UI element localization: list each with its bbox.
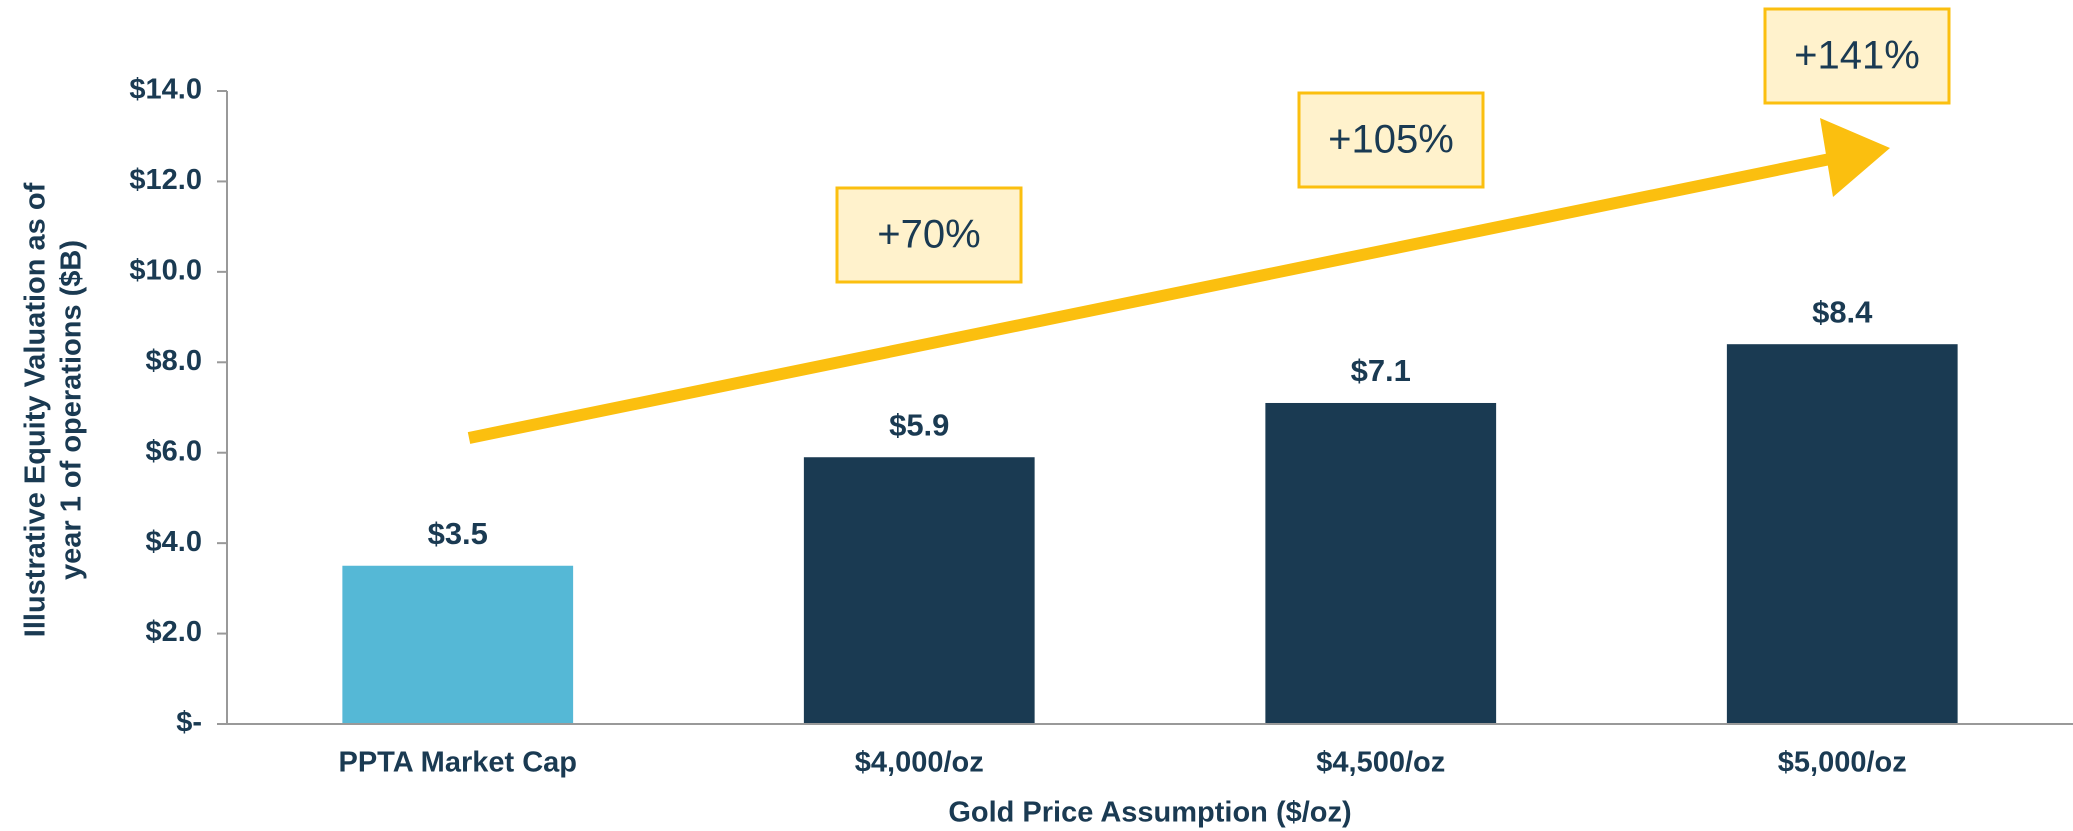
y-tick-label: $6.0: [146, 435, 202, 467]
bar: [342, 565, 574, 724]
trend-arrow: [467, 152, 1837, 444]
y-axis-title: year 1 of operations ($B): [56, 240, 88, 580]
bar: [803, 457, 1035, 724]
trend-arrow-head: [1820, 118, 1890, 197]
x-tick-label: $4,000/oz: [855, 747, 984, 779]
y-tick-label: $2.0: [146, 616, 202, 648]
y-tick-label: $-: [176, 707, 202, 739]
y-tick-label: $4.0: [146, 526, 202, 558]
x-tick-label: $5,000/oz: [1778, 747, 1907, 779]
x-tick-label: PPTA Market Cap: [339, 747, 578, 779]
bar: [1726, 344, 1958, 724]
annotation-box: [1763, 7, 1951, 105]
annotation-box: [1297, 91, 1485, 189]
annotation-box: [835, 186, 1023, 284]
data-label: $7.1: [1351, 353, 1411, 388]
data-label: $5.9: [889, 407, 949, 442]
y-tick-label: $8.0: [146, 345, 202, 377]
y-axis-title: Illustrative Equity Valuation as of: [20, 182, 52, 637]
annotation: +141%: [1794, 34, 1920, 78]
bar: [1265, 402, 1497, 724]
annotation: +70%: [877, 213, 980, 257]
data-label: $3.5: [428, 516, 488, 551]
annotation: +105%: [1328, 118, 1454, 162]
data-label: $8.4: [1812, 294, 1873, 329]
y-tick-label: $12.0: [129, 164, 202, 196]
x-tick-label: $4,500/oz: [1316, 747, 1445, 779]
x-axis-title: Gold Price Assumption ($/oz): [948, 797, 1351, 829]
y-tick-label: $14.0: [129, 74, 202, 106]
y-tick-label: $10.0: [129, 255, 202, 287]
